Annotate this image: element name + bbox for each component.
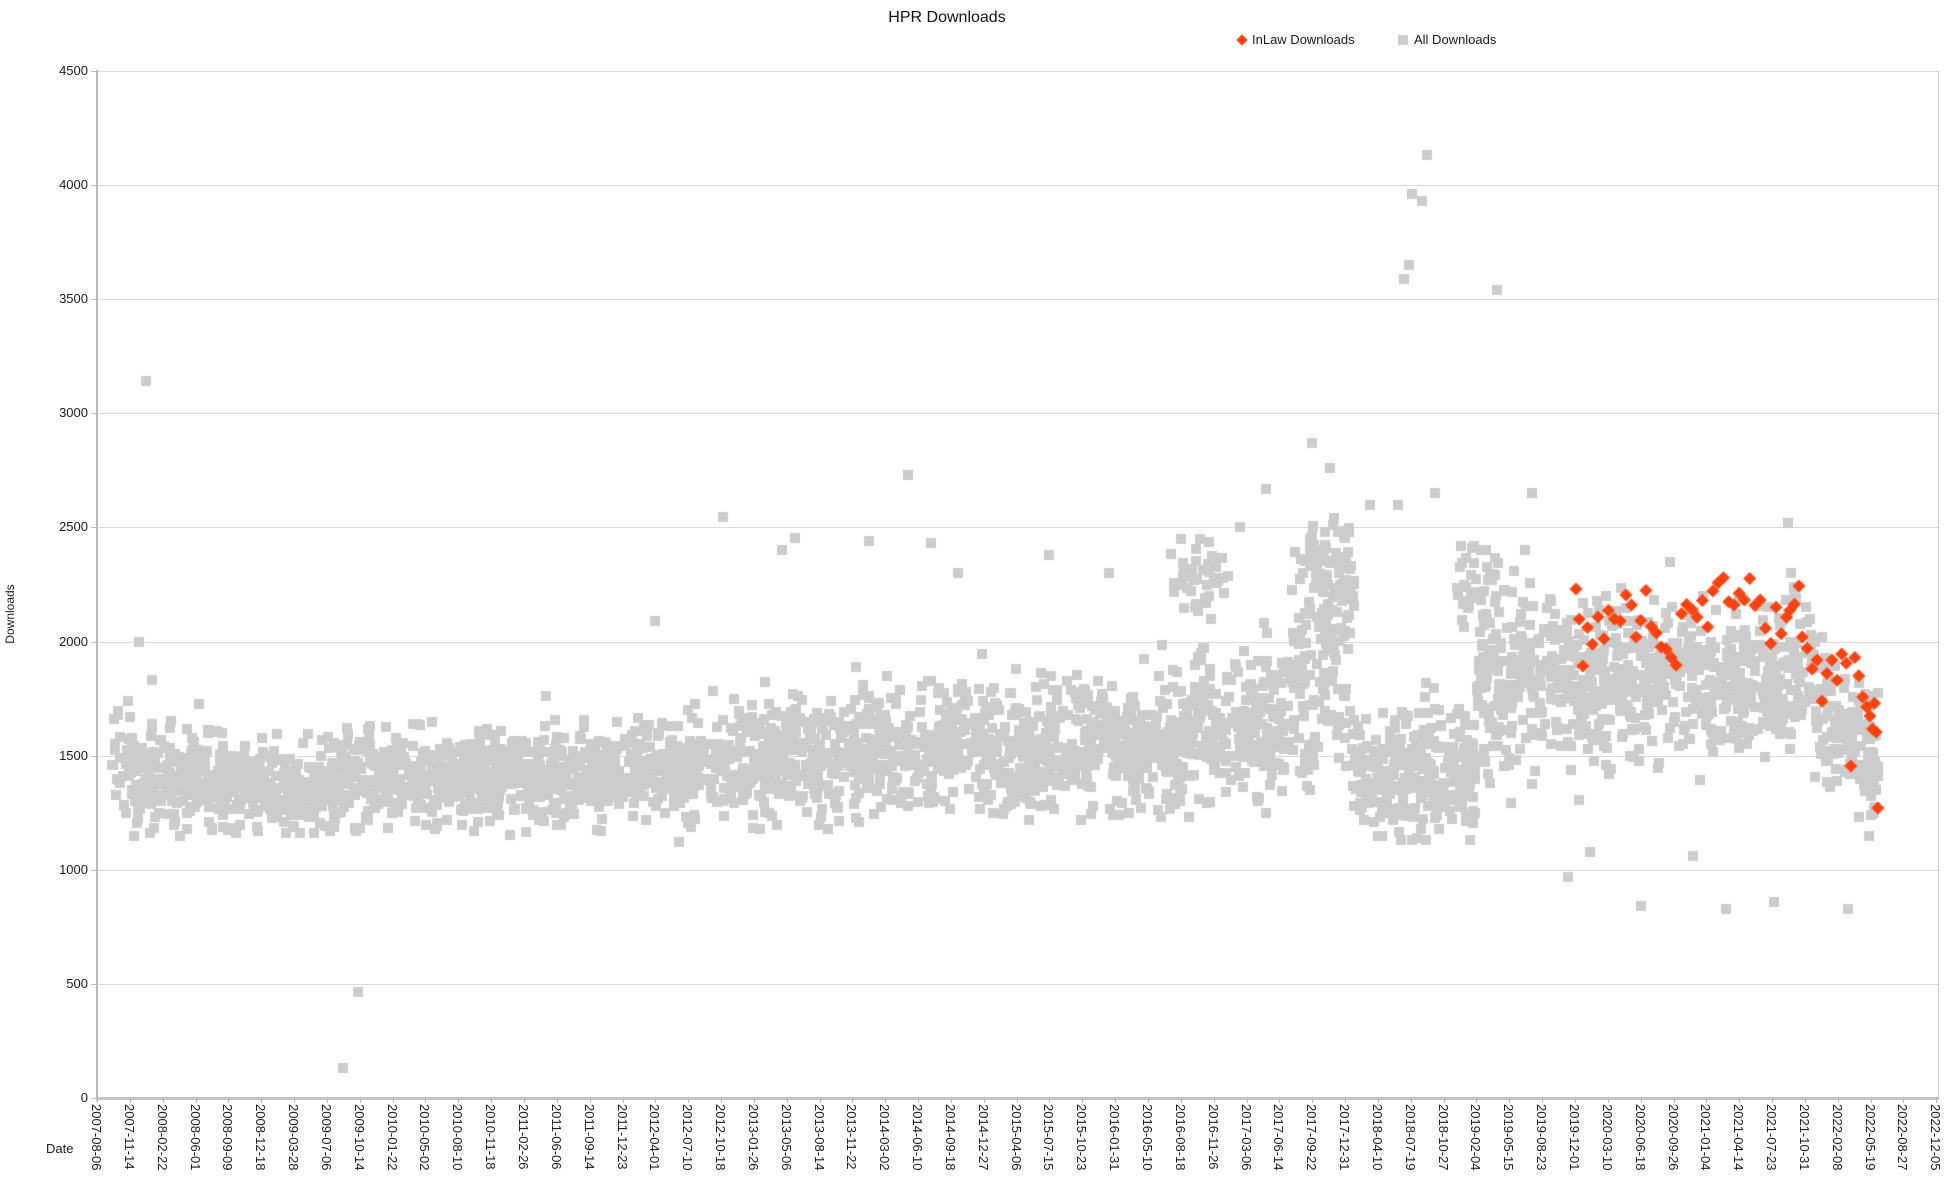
x-tick-label: 2012-04-01 <box>647 1104 662 1171</box>
y-tick-label: 500 <box>66 976 88 991</box>
x-tick-label: 2010-01-22 <box>385 1104 400 1171</box>
x-tick-label: 2008-06-01 <box>188 1104 203 1171</box>
x-tick-label: 2013-08-14 <box>812 1104 827 1171</box>
y-tick-label: 3500 <box>59 291 88 306</box>
x-tick-label: 2013-11-22 <box>844 1104 859 1170</box>
x-tick-label: 2018-10-27 <box>1436 1104 1451 1171</box>
x-tick-label: 2011-09-14 <box>582 1104 597 1170</box>
x-tick-label: 2012-07-10 <box>680 1104 695 1171</box>
x-tick-label: 2019-05-15 <box>1501 1104 1516 1171</box>
x-tick-label: 2022-02-08 <box>1830 1104 1845 1171</box>
x-tick-label: 2009-03-28 <box>286 1104 301 1171</box>
x-tick-label: 2017-09-22 <box>1304 1104 1319 1171</box>
x-tick-label: 2015-04-06 <box>1009 1104 1024 1171</box>
x-tick-label: 2007-11-14 <box>122 1104 137 1170</box>
x-tick-label: 2021-10-31 <box>1797 1104 1812 1171</box>
x-tick-label: 2022-05-19 <box>1863 1104 1878 1171</box>
y-tick-label: 4000 <box>59 177 88 192</box>
x-tick-label: 2008-02-22 <box>155 1104 170 1171</box>
x-tick-label: 2021-07-23 <box>1764 1104 1779 1171</box>
y-tick-label: 1500 <box>59 748 88 763</box>
y-tick-label: 1000 <box>59 862 88 877</box>
x-tick-label: 2011-02-26 <box>516 1104 531 1170</box>
x-tick-label: 2019-12-01 <box>1567 1104 1582 1171</box>
x-tick-label: 2015-10-23 <box>1074 1104 1089 1171</box>
x-tick-label: 2022-08-27 <box>1895 1104 1910 1171</box>
x-tick-label: 2014-09-18 <box>943 1104 958 1171</box>
x-tick-label: 2016-08-18 <box>1173 1104 1188 1171</box>
y-tick-label: 0 <box>80 1090 88 1105</box>
x-tick-label: 2011-06-06 <box>549 1104 564 1170</box>
x-tick-label: 2010-08-10 <box>450 1104 465 1171</box>
x-tick-label: 2009-10-14 <box>352 1104 367 1171</box>
x-tick-label: 2019-02-04 <box>1468 1104 1483 1171</box>
x-tick-label: 2008-09-09 <box>220 1104 235 1171</box>
x-tick-label: 2010-05-02 <box>417 1104 432 1171</box>
y-tick-label: 3000 <box>59 405 88 420</box>
x-tick-label: 2016-05-10 <box>1140 1104 1155 1171</box>
x-tick-label: 2022-12-05 <box>1928 1104 1943 1171</box>
x-tick-label: 2020-09-26 <box>1666 1104 1681 1171</box>
x-tick-label: 2010-11-18 <box>483 1104 498 1170</box>
x-tick-label: 2020-03-10 <box>1600 1104 1615 1171</box>
x-tick-label: 2017-03-06 <box>1239 1104 1254 1171</box>
x-tick-label: 2018-04-10 <box>1370 1104 1385 1171</box>
x-tick-label: 2013-05-06 <box>779 1104 794 1171</box>
x-tick-label: 2020-06-18 <box>1633 1104 1648 1171</box>
x-tick-label: 2014-03-02 <box>877 1104 892 1171</box>
x-tick-label: 2013-01-26 <box>746 1104 761 1171</box>
x-tick-label: 2009-07-06 <box>319 1104 334 1171</box>
x-tick-label: 2012-10-18 <box>713 1104 728 1171</box>
x-tick-label: 2021-04-14 <box>1731 1104 1746 1171</box>
x-tick-label: 2008-12-18 <box>253 1104 268 1171</box>
x-tick-label: 2016-01-31 <box>1107 1104 1122 1171</box>
x-tick-label: 2007-08-06 <box>89 1104 104 1171</box>
y-tick-label: 2000 <box>59 634 88 649</box>
y-tick-label: 2500 <box>59 519 88 534</box>
x-tick-label: 2015-07-15 <box>1041 1104 1056 1171</box>
x-tick-label: 2014-06-10 <box>910 1104 925 1171</box>
x-tick-label: 2019-08-23 <box>1534 1104 1549 1171</box>
x-tick-label: 2017-06-14 <box>1271 1104 1286 1171</box>
x-tick-label: 2011-12-23 <box>615 1104 630 1170</box>
x-tick-label: 2018-07-19 <box>1403 1104 1418 1171</box>
x-tick-label: 2021-01-04 <box>1698 1104 1713 1171</box>
x-tick-label: 2014-12-27 <box>976 1104 991 1171</box>
x-tick-label: 2016-11-26 <box>1206 1104 1221 1170</box>
x-tick-label: 2017-12-31 <box>1337 1104 1352 1171</box>
y-tick-label: 4500 <box>59 63 88 78</box>
